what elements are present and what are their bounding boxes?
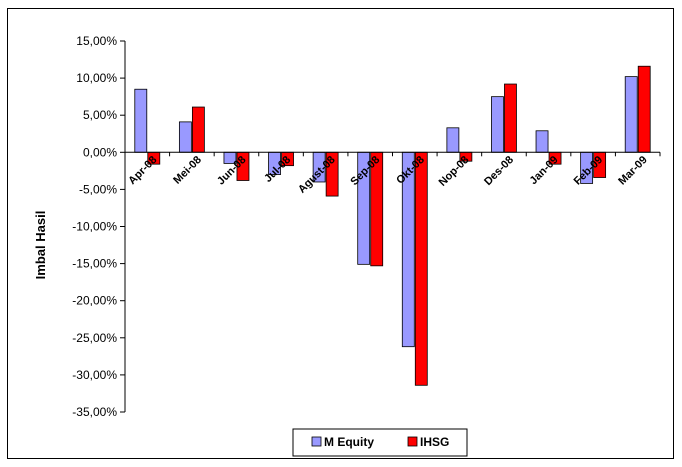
y-tick-label: 5,00% <box>83 108 117 122</box>
legend-box <box>292 428 468 457</box>
x-labels-group: Apr-08 Mei-08 Jun-08 Jul-08 Agust-08 Sep-08 Ok… <box>126 154 650 196</box>
bars-group <box>134 65 651 386</box>
bar-m-equity-des-08 <box>491 96 504 153</box>
legend-swatch-ihsg <box>407 436 418 447</box>
bar-ihsg-mar-09 <box>637 65 651 153</box>
bar-ihsg-okt-08 <box>414 151 428 386</box>
x-category-label: Apr-08 <box>126 154 159 187</box>
legend-label-m-equity: M Equity <box>324 435 374 449</box>
legend-swatch-m-equity <box>311 436 322 447</box>
bar-m-equity-mei-08 <box>178 121 192 153</box>
y-tick-label: -20,00% <box>72 294 117 308</box>
x-category-label: Mar-09 <box>616 154 650 188</box>
x-category-label: Nop-08 <box>437 154 472 189</box>
y-tick-label: -5,00% <box>79 182 117 196</box>
y-ticks-group: 15,00% 10,00% 5,00% 0,00% -5,00% -10,00% -15,0… <box>72 34 125 419</box>
axes-group <box>124 41 661 412</box>
legend-label-ihsg: IHSG <box>420 435 449 449</box>
x-category-label: Jan-09 <box>528 154 561 187</box>
y-tick-label: -35,00% <box>72 405 117 419</box>
y-tick-label: -25,00% <box>72 331 117 345</box>
bar-ihsg-mei-08 <box>191 106 205 153</box>
x-category-label: Des-08 <box>482 154 516 188</box>
y-tick-label: 15,00% <box>76 34 117 48</box>
y-tick-label: -10,00% <box>72 220 117 234</box>
legend: M Equity IHSG <box>292 428 468 457</box>
y-tick-label: -15,00% <box>72 257 117 271</box>
y-tick-label: 10,00% <box>76 71 117 85</box>
bar-m-equity-nop-08 <box>446 127 460 153</box>
y-axis-label: Imbal Hasil <box>33 211 48 280</box>
y-tick-label: 0,00% <box>83 145 117 159</box>
bar-m-equity-mar-09 <box>624 76 638 153</box>
bar-m-equity-apr-08 <box>134 88 148 153</box>
bar-ihsg-des-08 <box>504 83 517 153</box>
y-tick-label: -30,00% <box>72 368 117 382</box>
x-category-label: Mei-08 <box>171 154 204 187</box>
chart-frame <box>7 8 674 459</box>
bar-m-equity-jan-09 <box>535 130 549 153</box>
